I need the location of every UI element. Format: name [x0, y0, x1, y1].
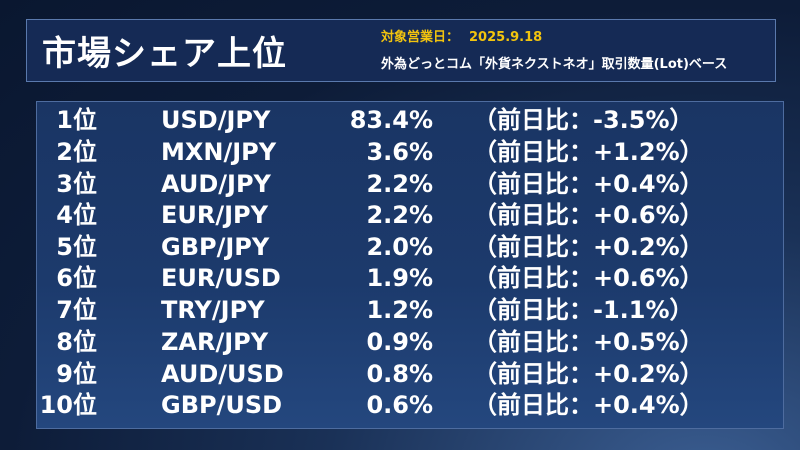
currency-pair: GBP/JPY	[161, 233, 270, 261]
ranking-row: 3位 AUD/JPY 2.2% （前日比：+0.4%）	[37, 169, 783, 200]
market-share: 0.8%	[366, 360, 433, 388]
rank-label: 7位	[56, 296, 97, 324]
day-over-day-change: （前日比：+0.6%）	[473, 264, 704, 292]
ranking-row: 2位 MXN/JPY 3.6% （前日比：+1.2%）	[37, 137, 783, 168]
data-basis-description: 外為どっとコム「外貨ネクストネオ」取引数量(Lot)ベース	[381, 57, 728, 72]
currency-pair: EUR/JPY	[161, 201, 269, 229]
rank-label: 2位	[56, 138, 97, 166]
business-date-value: 2025.9.18	[469, 30, 543, 45]
currency-pair: ZAR/JPY	[161, 328, 269, 356]
ranking-row: 6位 EUR/USD 1.9% （前日比：+0.6%）	[37, 263, 783, 294]
rank-label: 9位	[56, 360, 97, 388]
title-banner: 市場シェア上位 対象営業日： 2025.9.18 外為どっとコム「外貨ネクストネオ…	[26, 19, 776, 82]
ranking-table: 1位 USD/JPY 83.4% （前日比：-3.5%） 2位 MXN/JPY …	[36, 101, 784, 429]
market-share: 1.9%	[366, 264, 433, 292]
day-over-day-change: （前日比：+0.5%）	[473, 328, 704, 356]
market-share: 2.2%	[366, 201, 433, 229]
rank-label: 6位	[56, 264, 97, 292]
market-share: 2.2%	[366, 170, 433, 198]
currency-pair: AUD/USD	[161, 360, 284, 388]
ranking-row: 8位 ZAR/JPY 0.9% （前日比：+0.5%）	[37, 327, 783, 358]
rank-label: 8位	[56, 328, 97, 356]
ranking-row: 10位 GBP/USD 0.6% （前日比：+0.4%）	[37, 390, 783, 421]
day-over-day-change: （前日比：+0.2%）	[473, 360, 704, 388]
market-share: 3.6%	[366, 138, 433, 166]
currency-pair: MXN/JPY	[161, 138, 277, 166]
rank-label: 10位	[39, 391, 97, 419]
day-over-day-change: （前日比：-1.1%）	[473, 296, 694, 324]
market-share: 0.9%	[366, 328, 433, 356]
market-share: 2.0%	[366, 233, 433, 261]
rank-label: 5位	[56, 233, 97, 261]
day-over-day-change: （前日比：+1.2%）	[473, 138, 704, 166]
currency-pair: GBP/USD	[161, 391, 283, 419]
rank-label: 1位	[56, 106, 97, 134]
ranking-row: 5位 GBP/JPY 2.0% （前日比：+0.2%）	[37, 232, 783, 263]
currency-pair: TRY/JPY	[161, 296, 265, 324]
market-share: 1.2%	[366, 296, 433, 324]
day-over-day-change: （前日比：+0.6%）	[473, 201, 704, 229]
currency-pair: EUR/USD	[161, 264, 281, 292]
market-share: 0.6%	[366, 391, 433, 419]
day-over-day-change: （前日比：+0.2%）	[473, 233, 704, 261]
currency-pair: USD/JPY	[161, 106, 271, 134]
market-share: 83.4%	[349, 106, 433, 134]
currency-pair: AUD/JPY	[161, 170, 271, 198]
ranking-row: 1位 USD/JPY 83.4% （前日比：-3.5%）	[37, 105, 783, 136]
rank-label: 3位	[56, 170, 97, 198]
rank-label: 4位	[56, 201, 97, 229]
ranking-row: 7位 TRY/JPY 1.2% （前日比：-1.1%）	[37, 295, 783, 326]
ranking-row: 4位 EUR/JPY 2.2% （前日比：+0.6%）	[37, 200, 783, 231]
day-over-day-change: （前日比：-3.5%）	[473, 106, 694, 134]
ranking-row: 9位 AUD/USD 0.8% （前日比：+0.2%）	[37, 359, 783, 390]
business-date-label: 対象営業日：	[381, 30, 460, 45]
page-title: 市場シェア上位	[42, 34, 287, 74]
day-over-day-change: （前日比：+0.4%）	[473, 391, 704, 419]
business-date: 対象営業日： 2025.9.18	[381, 26, 542, 45]
day-over-day-change: （前日比：+0.4%）	[473, 170, 704, 198]
